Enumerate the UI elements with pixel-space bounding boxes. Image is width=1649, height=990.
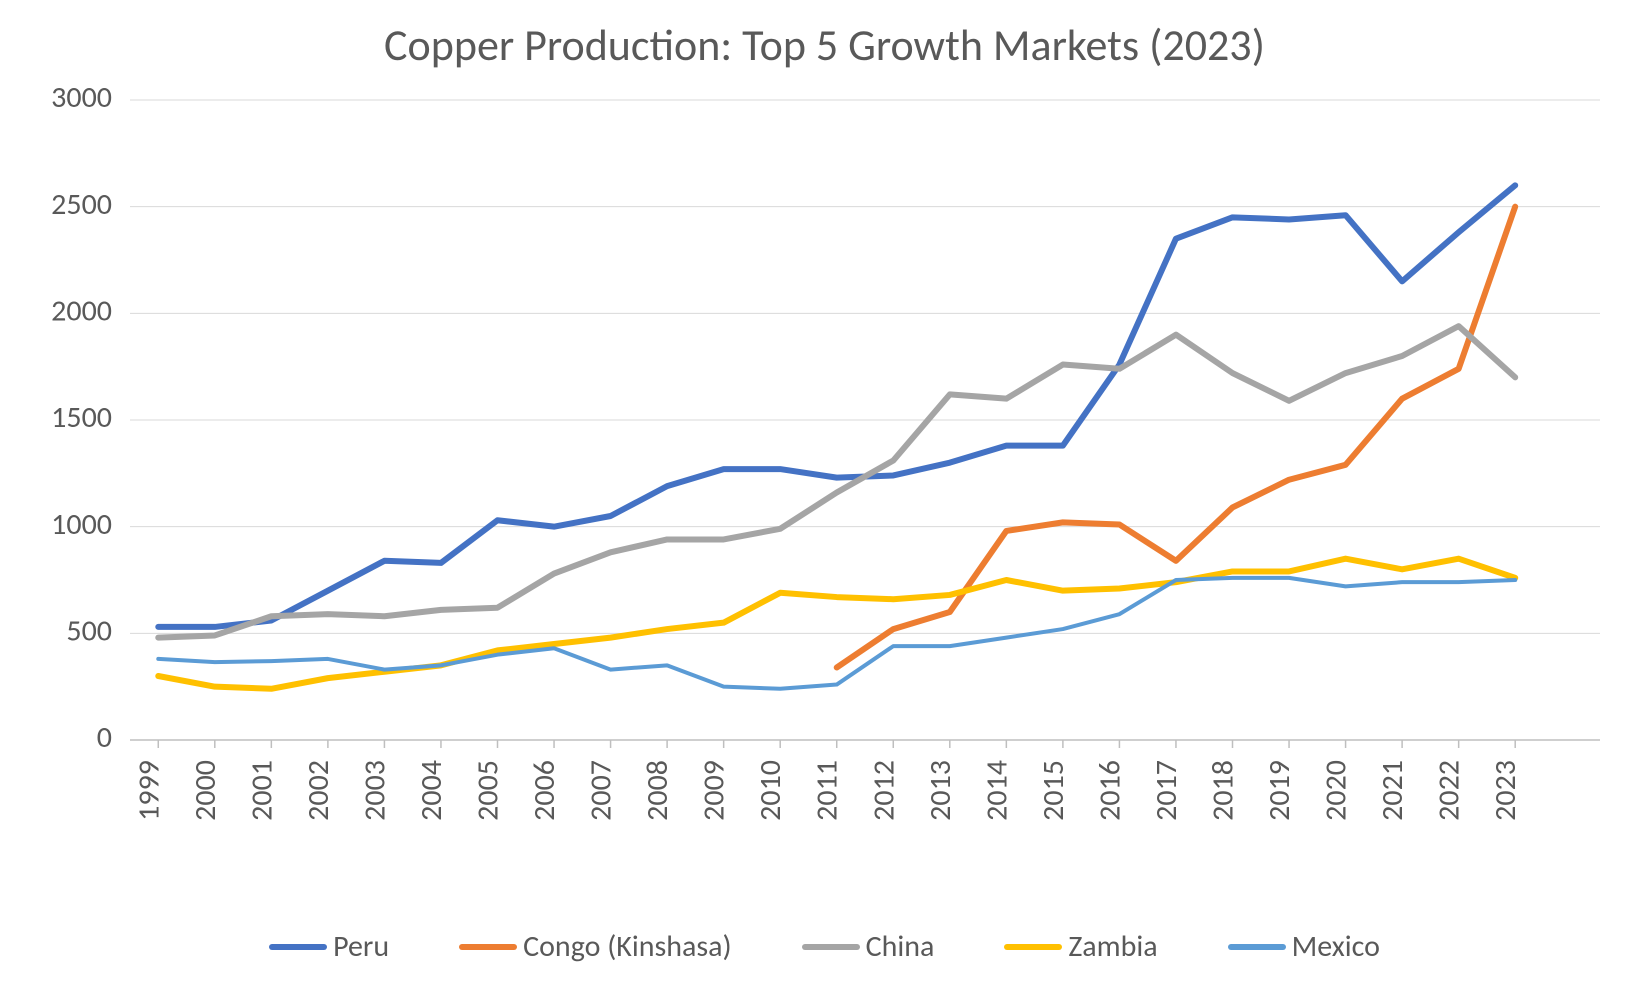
series-line-peru <box>158 185 1515 627</box>
x-tick-label: 2014 <box>978 760 1015 821</box>
x-tick-label: 2015 <box>1035 760 1072 821</box>
legend-swatch <box>1004 944 1062 950</box>
legend-label: Congo (Kinshasa) <box>523 928 732 965</box>
series-line-china <box>158 326 1515 637</box>
legend-item-china: China <box>802 928 935 965</box>
x-tick-label: 2012 <box>865 760 902 821</box>
y-tick-label: 500 <box>66 612 112 649</box>
y-tick-label: 2000 <box>51 292 112 329</box>
x-tick-label: 1999 <box>130 760 167 821</box>
y-tick-label: 1500 <box>51 399 112 436</box>
y-tick-label: 2500 <box>51 186 112 223</box>
legend-item-peru: Peru <box>269 928 389 965</box>
x-tick-label: 2017 <box>1148 760 1185 821</box>
x-tick-label: 2021 <box>1374 760 1411 821</box>
legend-swatch <box>269 944 327 950</box>
legend: Peru Congo (Kinshasa) China Zambia Mexico <box>0 928 1649 965</box>
x-tick-label: 2010 <box>752 760 789 821</box>
x-tick-label: 2006 <box>526 760 563 821</box>
plot-area: 0500100015002000250030001999200020012002… <box>130 100 1600 740</box>
legend-label: Mexico <box>1292 928 1380 965</box>
x-tick-label: 2005 <box>470 760 507 821</box>
x-tick-label: 2022 <box>1431 760 1468 821</box>
x-tick-label: 2007 <box>583 760 620 821</box>
legend-item-congo-kinshasa-: Congo (Kinshasa) <box>459 928 732 965</box>
x-tick-label: 2009 <box>696 760 733 821</box>
chart-svg: 0500100015002000250030001999200020012002… <box>130 100 1600 740</box>
chart-title: Copper Production: Top 5 Growth Markets … <box>0 18 1649 72</box>
x-tick-label: 2002 <box>300 760 337 821</box>
x-tick-label: 2011 <box>809 760 846 821</box>
legend-swatch <box>802 944 860 950</box>
x-tick-label: 2018 <box>1205 760 1242 821</box>
legend-item-zambia: Zambia <box>1004 928 1157 965</box>
x-tick-label: 2004 <box>413 760 450 821</box>
x-tick-label: 2000 <box>187 760 224 821</box>
legend-item-mexico: Mexico <box>1228 928 1380 965</box>
legend-swatch <box>1228 944 1286 950</box>
legend-swatch <box>459 944 517 950</box>
x-tick-label: 2019 <box>1261 760 1298 821</box>
legend-label: China <box>866 928 935 965</box>
legend-label: Zambia <box>1068 928 1157 965</box>
chart-container: Copper Production: Top 5 Growth Markets … <box>0 0 1649 990</box>
x-tick-label: 2008 <box>639 760 676 821</box>
x-tick-label: 2003 <box>356 760 393 821</box>
y-tick-label: 3000 <box>51 79 112 116</box>
x-tick-label: 2023 <box>1487 760 1524 821</box>
x-tick-label: 2020 <box>1318 760 1355 821</box>
legend-label: Peru <box>333 928 389 965</box>
y-tick-label: 0 <box>97 719 112 756</box>
y-tick-label: 1000 <box>51 506 112 543</box>
x-tick-label: 2016 <box>1091 760 1128 821</box>
x-tick-label: 2013 <box>922 760 959 821</box>
x-tick-label: 2001 <box>243 760 280 821</box>
